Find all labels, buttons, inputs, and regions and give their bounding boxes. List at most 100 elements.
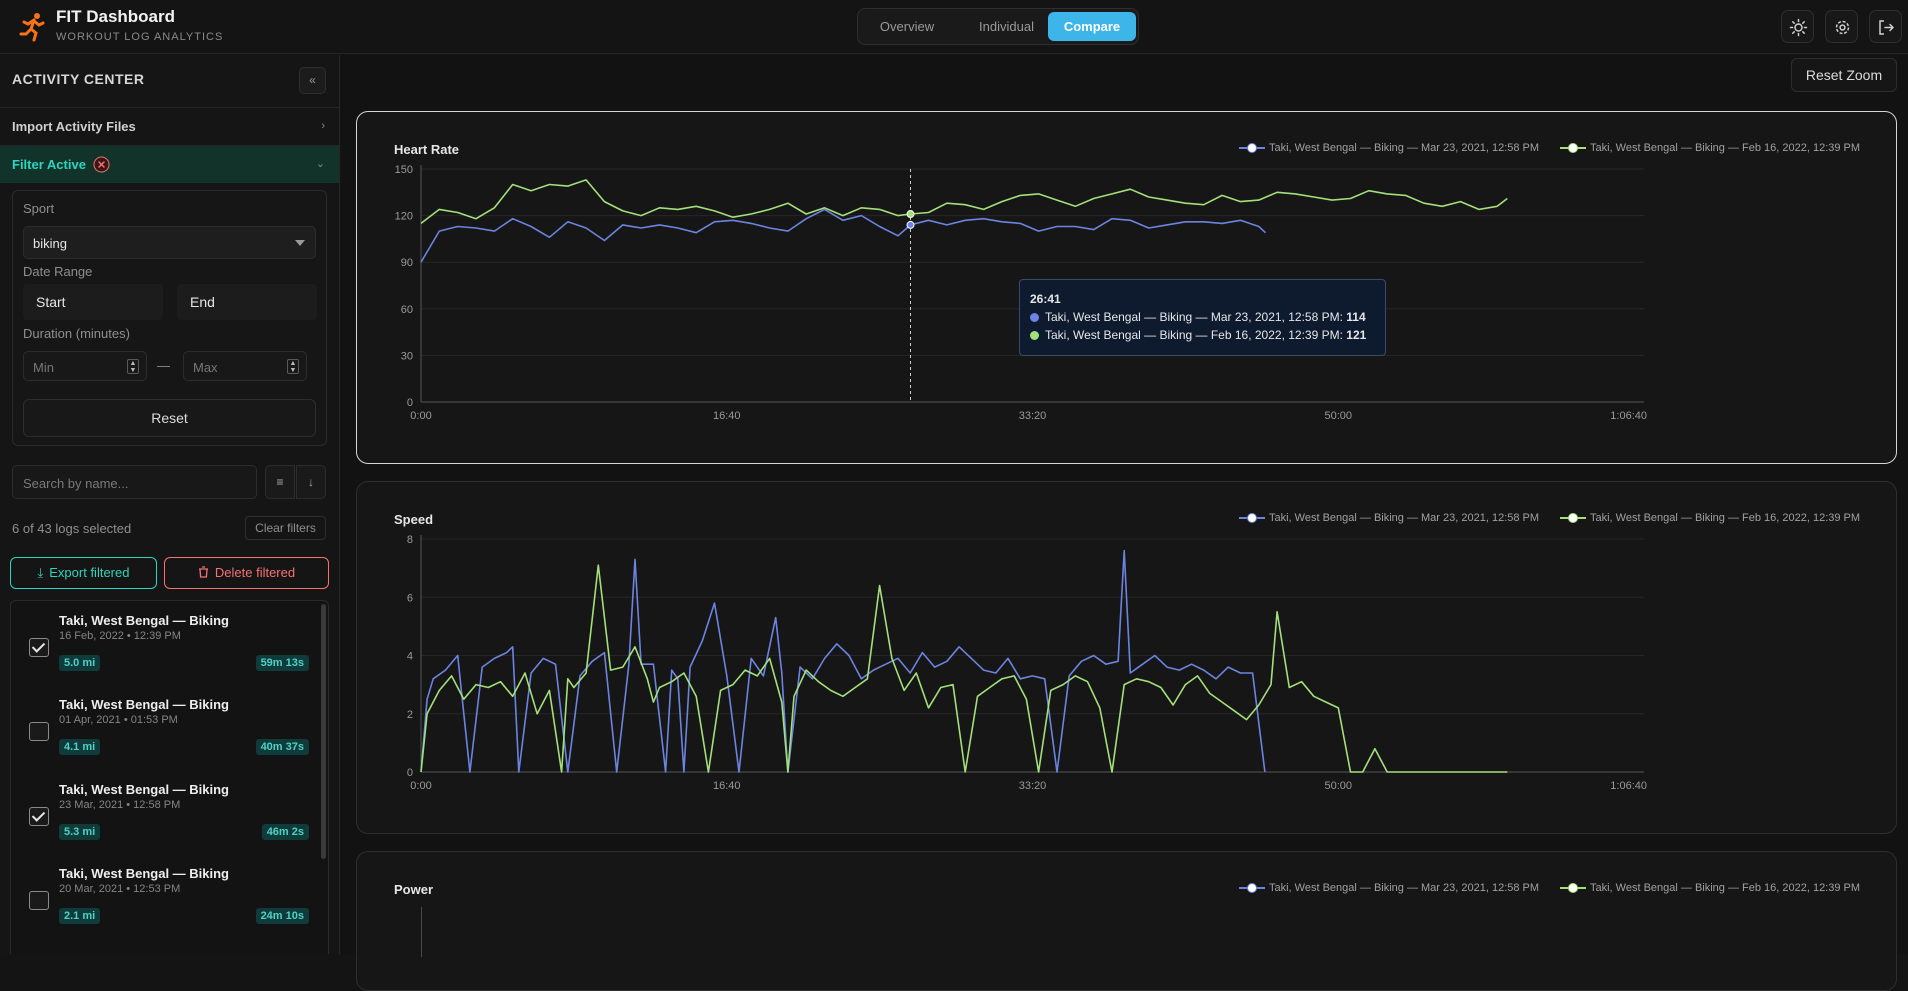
search-placeholder: Search by name... — [23, 476, 129, 491]
log-date: 20 Mar, 2021 • 12:53 PM — [59, 883, 180, 895]
y-tick-label: 8 — [407, 534, 413, 546]
list-item[interactable]: Taki, West Bengal — Biking 16 Feb, 2022 … — [11, 601, 323, 685]
delete-label: Delete filtered — [215, 565, 295, 580]
end-date-input[interactable]: End — [177, 284, 317, 320]
series-line-a — [421, 209, 1266, 262]
duration-badge: 40m 37s — [256, 739, 309, 755]
export-label: Export filtered — [49, 565, 129, 580]
start-date-input[interactable]: Start — [23, 284, 163, 320]
chart-tooltip: 26:41 Taki, West Bengal — Biking — Mar 2… — [1019, 279, 1386, 356]
min-stepper-icon[interactable]: ▲ ▼ — [127, 359, 139, 374]
list-item[interactable]: Taki, West Bengal — Biking 20 Mar, 2021 … — [11, 854, 323, 938]
collapse-sidebar-button[interactable]: « — [299, 67, 326, 94]
end-date-text: End — [190, 294, 215, 310]
tab-overview[interactable]: Overview — [862, 12, 952, 41]
clear-filters-button[interactable]: Clear filters — [245, 516, 326, 540]
y-tick-label: 2 — [407, 709, 413, 721]
tooltip-row-a: Taki, West Bengal — Biking — Mar 23, 202… — [1030, 310, 1366, 324]
x-tick-label: 50:00 — [1324, 410, 1352, 422]
view-tabs: Overview Individual Compare — [857, 8, 1139, 45]
min-duration-input[interactable]: Min ▲ ▼ — [23, 351, 147, 381]
log-title: Taki, West Bengal — Biking — [59, 782, 229, 797]
legend-label: Taki, West Bengal — Biking — Feb 16, 202… — [1590, 882, 1860, 894]
sun-icon — [1782, 11, 1815, 44]
filter-active-row[interactable]: Filter Active ⌄ — [0, 145, 339, 183]
sort-direction-button[interactable]: ↓ — [296, 465, 326, 499]
tooltip-row-b: Taki, West Bengal — Biking — Feb 16, 202… — [1030, 328, 1366, 342]
filter-active-label: Filter Active — [12, 157, 86, 172]
hover-point — [907, 221, 914, 228]
min-placeholder: Min — [33, 360, 54, 375]
search-input[interactable]: Search by name... — [12, 465, 257, 499]
sport-select-value: biking — [33, 236, 67, 251]
log-title: Taki, West Bengal — Biking — [59, 613, 229, 628]
series-line-b — [421, 180, 1507, 224]
legend-swatch-icon — [1560, 883, 1586, 893]
distance-badge: 5.0 mi — [59, 655, 100, 671]
log-title: Taki, West Bengal — Biking — [59, 866, 229, 881]
tooltip-label: Taki, West Bengal — Biking — Mar 23, 202… — [1045, 310, 1343, 324]
runner-logo-icon — [16, 10, 48, 42]
y-tick-label: 4 — [407, 651, 413, 663]
x-tick-label: 0:00 — [410, 780, 431, 792]
sort-field-button[interactable]: ≡ — [265, 465, 295, 499]
max-placeholder: Max — [193, 360, 218, 375]
log-checkbox[interactable] — [29, 891, 49, 910]
hover-point — [907, 211, 914, 218]
x-tick-label: 16:40 — [713, 410, 741, 422]
export-filtered-button[interactable]: ⤓ Export filtered — [10, 557, 157, 589]
theme-toggle-button[interactable] — [1781, 10, 1814, 43]
tooltip-value: 114 — [1346, 310, 1365, 324]
list-item[interactable]: Taki, West Bengal — Biking 01 Apr, 2021 … — [11, 685, 323, 769]
reset-zoom-button[interactable]: Reset Zoom — [1791, 58, 1897, 92]
sport-select[interactable]: biking — [23, 226, 316, 259]
duration-badge: 24m 10s — [256, 908, 309, 924]
x-tick-label: 1:06:40 — [1610, 780, 1647, 792]
x-tick-label: 16:40 — [713, 780, 741, 792]
reset-filters-button[interactable]: Reset — [23, 399, 316, 437]
caret-down-icon — [295, 240, 305, 246]
logout-button[interactable] — [1869, 10, 1902, 43]
power-title: Power — [394, 882, 433, 897]
tooltip-value: 121 — [1346, 328, 1366, 342]
max-duration-input[interactable]: Max ▲ ▼ — [183, 351, 307, 381]
max-stepper-icon[interactable]: ▲ ▼ — [287, 359, 299, 374]
selection-count: 6 of 43 logs selected — [12, 521, 131, 536]
speed-chart[interactable]: 0 2 4 6 8 0:00 16:40 33:20 50:00 1:06:40 — [357, 482, 1898, 835]
double-chevron-left-icon: « — [309, 73, 316, 87]
clear-filter-icon[interactable] — [93, 156, 110, 173]
log-date: 23 Mar, 2021 • 12:58 PM — [59, 799, 180, 811]
delete-filtered-button[interactable]: Delete filtered — [164, 557, 329, 589]
x-tick-label: 33:20 — [1019, 780, 1047, 792]
x-tick-label: 1:06:40 — [1610, 410, 1647, 422]
y-tick-label: 30 — [401, 350, 413, 362]
import-label: Import Activity Files — [12, 119, 136, 134]
y-tick-label: 0 — [407, 767, 413, 779]
duration-badge: 59m 13s — [256, 655, 309, 671]
log-date: 16 Feb, 2022 • 12:39 PM — [59, 630, 181, 642]
power-legend-b[interactable]: Taki, West Bengal — Biking — Feb 16, 202… — [1560, 882, 1860, 894]
import-activity-files-row[interactable]: Import Activity Files › — [0, 107, 339, 145]
log-checkbox[interactable] — [29, 722, 49, 741]
download-icon: ⤓ — [38, 565, 44, 580]
tooltip-time: 26:41 — [1030, 292, 1061, 306]
log-checkbox[interactable] — [29, 807, 49, 826]
chevron-down-icon: ⌄ — [316, 157, 325, 170]
x-tick-label: 50:00 — [1324, 780, 1352, 792]
y-tick-label: 120 — [395, 211, 413, 223]
tab-compare[interactable]: Compare — [1048, 12, 1136, 41]
legend-swatch-icon — [1239, 883, 1265, 893]
list-item[interactable]: Taki, West Bengal — Biking 23 Mar, 2021 … — [11, 770, 323, 854]
log-list: Taki, West Bengal — Biking 16 Feb, 2022 … — [10, 600, 329, 954]
app-subtitle: WORKOUT LOG ANALYTICS — [56, 31, 223, 43]
log-title: Taki, West Bengal — Biking — [59, 697, 229, 712]
distance-badge: 2.1 mi — [59, 908, 100, 924]
power-legend-a[interactable]: Taki, West Bengal — Biking — Mar 23, 202… — [1239, 882, 1539, 894]
tab-individual[interactable]: Individual — [958, 12, 1055, 41]
chevron-right-icon: › — [321, 120, 325, 132]
range-dash: — — [157, 358, 170, 373]
legend-label: Taki, West Bengal — Biking — Mar 23, 202… — [1269, 882, 1539, 894]
settings-button[interactable] — [1825, 10, 1858, 43]
gear-icon — [1826, 11, 1859, 44]
log-checkbox[interactable] — [29, 638, 49, 657]
